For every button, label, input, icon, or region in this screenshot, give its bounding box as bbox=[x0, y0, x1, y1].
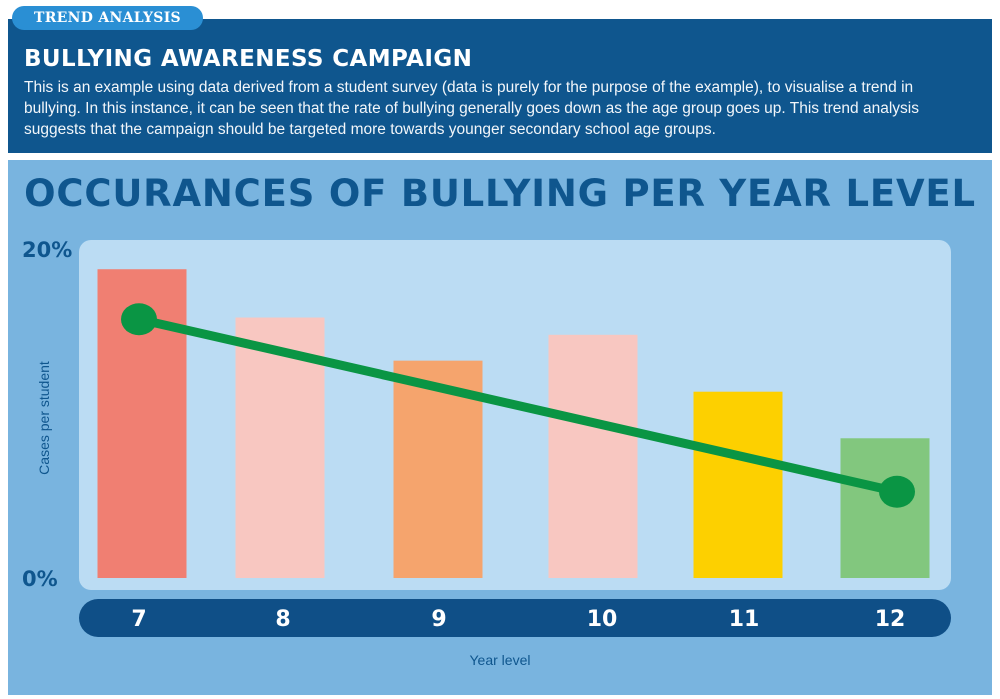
x-tick-label-9: 9 bbox=[431, 607, 446, 632]
campaign-title: BULLYING AWARENESS CAMPAIGN bbox=[24, 46, 473, 72]
plot-area bbox=[79, 240, 951, 590]
bar-year-12 bbox=[840, 438, 930, 578]
trend-end-point bbox=[879, 475, 915, 508]
bar-year-10 bbox=[548, 334, 638, 578]
x-tick-label-11: 11 bbox=[729, 607, 760, 632]
chart-title: OCCURANCES OF BULLYING PER YEAR LEVEL bbox=[24, 172, 976, 215]
header-banner: BULLYING AWARENESS CAMPAIGN This is an e… bbox=[8, 19, 992, 153]
trend-start-point bbox=[121, 303, 157, 336]
x-axis-bar bbox=[79, 599, 951, 637]
trend-line bbox=[134, 314, 902, 497]
trend-analysis-tag: TREND ANALYSIS bbox=[12, 6, 203, 30]
x-tick-label-8: 8 bbox=[275, 607, 290, 632]
y-tick-min: 0% bbox=[22, 567, 58, 591]
x-tick-label-12: 12 bbox=[875, 607, 906, 632]
x-tick-label-7: 7 bbox=[131, 607, 146, 632]
y-tick-max: 20% bbox=[22, 238, 73, 262]
x-tick-label-10: 10 bbox=[587, 607, 618, 632]
x-axis-label: Year level bbox=[469, 652, 531, 668]
campaign-description: This is an example using data derived fr… bbox=[24, 79, 919, 138]
bar-year-11 bbox=[693, 391, 783, 578]
